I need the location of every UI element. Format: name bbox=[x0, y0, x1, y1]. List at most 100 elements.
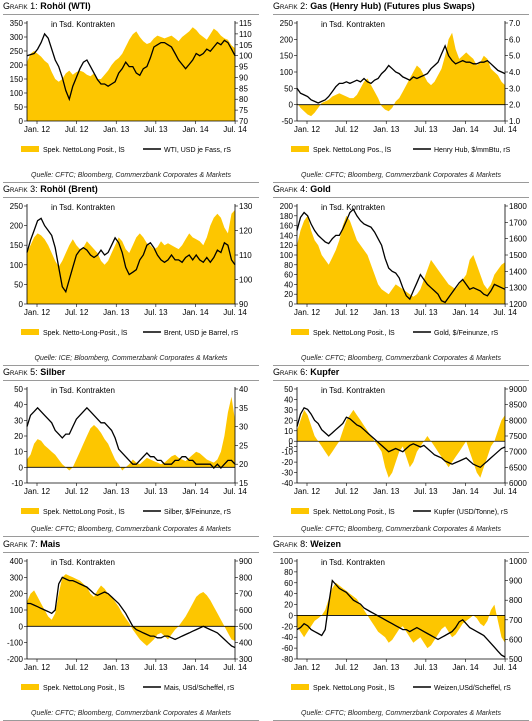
left-tick-label: 400 bbox=[10, 557, 24, 566]
right-tick-label: 95 bbox=[239, 63, 248, 72]
right-tick-label: 35 bbox=[239, 404, 248, 413]
right-tick-label: 3.0 bbox=[509, 84, 521, 93]
x-tick-label: Jan. 13 bbox=[103, 663, 130, 672]
right-tick-label: 100 bbox=[239, 52, 253, 61]
panel-title-text: Weizen bbox=[310, 539, 342, 549]
left-tick-label: 40 bbox=[284, 280, 293, 289]
unit-label: in Tsd. Kontrakten bbox=[321, 20, 385, 29]
panel-title: Grafik 8: Weizen bbox=[273, 538, 529, 553]
legend-label-area: Spek. NettoLong Pos., lS bbox=[313, 147, 392, 154]
panel-title-text: Mais bbox=[40, 539, 61, 549]
source-note: Quelle: CFTC; Bloomberg, Commerzbank Cor… bbox=[273, 353, 529, 366]
left-tick-label: 0 bbox=[289, 437, 294, 446]
right-tick-label: 2.0 bbox=[509, 101, 521, 110]
right-tick-label: 40 bbox=[239, 385, 248, 394]
left-tick-label: 300 bbox=[10, 573, 24, 582]
right-tick-label: 1500 bbox=[509, 251, 527, 260]
x-tick-label: Jul. 14 bbox=[223, 487, 247, 496]
x-tick-label: Jul. 12 bbox=[65, 308, 89, 317]
x-tick-label: Jan. 12 bbox=[24, 125, 51, 134]
legend-label-area: Spek. Netto-Long-Posit., lS bbox=[43, 330, 128, 337]
left-tick-label: -40 bbox=[281, 479, 293, 488]
left-tick-label: 200 bbox=[280, 35, 294, 44]
left-tick-label: 0 bbox=[289, 300, 294, 309]
left-tick-label: -5 bbox=[286, 442, 294, 451]
x-tick-label: Jan. 13 bbox=[103, 487, 130, 496]
area-series bbox=[27, 27, 235, 122]
unit-label: in Tsd. Kontrakten bbox=[321, 558, 385, 567]
left-tick-label: 10 bbox=[284, 427, 293, 436]
left-tick-label: 50 bbox=[14, 103, 23, 112]
left-tick-label: -10 bbox=[11, 479, 23, 488]
right-tick-label: 110 bbox=[239, 251, 252, 260]
left-tick-label: 120 bbox=[280, 241, 294, 250]
area-series bbox=[27, 209, 235, 304]
left-tick-label: 0 bbox=[19, 622, 24, 631]
legend-label-area: Spek. NettoLong Posit., lS bbox=[313, 330, 395, 337]
left-tick-label: 50 bbox=[284, 84, 293, 93]
left-tick-label: 200 bbox=[10, 61, 24, 70]
right-tick-label: 8000 bbox=[509, 416, 527, 425]
right-tick-label: 4.0 bbox=[509, 68, 521, 77]
legend-swatch-area bbox=[291, 329, 309, 335]
right-tick-label: 500 bbox=[509, 655, 523, 664]
chart-panel-gold: Grafik 4: Gold 0 20 40 60 80 100 120 140 160 180 20… bbox=[273, 183, 529, 366]
right-tick-label: 100 bbox=[239, 276, 253, 285]
x-tick-label: Jan. 13 bbox=[373, 663, 400, 672]
x-tick-label: Jul. 14 bbox=[223, 308, 247, 317]
panel-number: Grafik 6: bbox=[273, 367, 308, 377]
left-tick-label: 100 bbox=[280, 557, 294, 566]
left-tick-label: 100 bbox=[10, 606, 24, 615]
x-tick-label: Jan. 14 bbox=[182, 125, 209, 134]
chart-panel-kupfer: Grafik 6: Kupfer -40 -30 -20 -10 -5 0 10 20 30 40 5… bbox=[273, 366, 529, 546]
unit-label: in Tsd. Kontrakten bbox=[321, 386, 385, 395]
left-tick-label: 350 bbox=[10, 19, 24, 28]
chart-panel-weizen: Grafik 8: Weizen -80 -60 -40 -20 0 20 40 60 80 100… bbox=[273, 538, 529, 721]
x-tick-label: Jul. 14 bbox=[493, 487, 517, 496]
x-tick-label: Jul. 14 bbox=[223, 663, 247, 672]
left-tick-label: 250 bbox=[10, 202, 24, 211]
x-tick-label: Jan. 13 bbox=[373, 487, 400, 496]
right-tick-label: 15 bbox=[239, 479, 248, 488]
legend-label-area: Spek. NettoLong Posit., lS bbox=[43, 509, 125, 516]
legend-swatch-area bbox=[21, 146, 39, 152]
right-tick-label: 115 bbox=[239, 19, 252, 28]
left-tick-label: 160 bbox=[280, 222, 294, 231]
line-series bbox=[26, 406, 236, 469]
left-tick-label: -100 bbox=[7, 639, 24, 648]
chart-panel-silber: Grafik 5: Silber -10 0 10 20 30 40 50 15 20 25 30 35… bbox=[3, 366, 259, 546]
x-tick-label: Jul. 12 bbox=[65, 663, 89, 672]
legend-swatch-area bbox=[291, 508, 309, 514]
panel-number: Grafik 3: bbox=[3, 184, 38, 194]
legend-swatch-area bbox=[291, 684, 309, 690]
legend-label-line: Brent, USD je Barrel, rS bbox=[164, 330, 239, 337]
left-tick-label: 250 bbox=[10, 47, 24, 56]
right-tick-label: 1700 bbox=[509, 218, 527, 227]
left-tick-label: 0 bbox=[19, 463, 24, 472]
line-series bbox=[26, 217, 236, 294]
right-tick-label: 20 bbox=[239, 460, 248, 469]
panel-number: Grafik 5: bbox=[3, 367, 38, 377]
source-note: Quelle: CFTC; Bloomberg, Commerzbank Cor… bbox=[273, 170, 529, 183]
left-tick-label: 200 bbox=[10, 222, 24, 231]
x-tick-label: Jul. 13 bbox=[144, 125, 168, 134]
legend-label-line: Kupfer (USD/Tonne), rS bbox=[434, 509, 508, 516]
chart-panel-wti: Grafik 1: Rohöl (WTI) 0 50 100 150 200 250 300 3… bbox=[3, 0, 259, 183]
left-tick-label: 30 bbox=[14, 416, 23, 425]
panel-title: Grafik 1: Rohöl (WTI) bbox=[3, 0, 259, 15]
left-tick-label: 80 bbox=[284, 568, 293, 577]
left-tick-label: 30 bbox=[284, 406, 293, 415]
left-tick-label: -50 bbox=[281, 117, 293, 126]
x-tick-label: Jul. 14 bbox=[493, 125, 517, 134]
left-tick-label: -40 bbox=[281, 633, 293, 642]
left-tick-label: 50 bbox=[14, 280, 23, 289]
x-tick-label: Jul. 12 bbox=[335, 663, 359, 672]
left-tick-label: 150 bbox=[10, 75, 24, 84]
right-tick-label: 30 bbox=[239, 423, 248, 432]
x-tick-label: Jan. 14 bbox=[182, 663, 209, 672]
left-tick-label: 0 bbox=[19, 117, 24, 126]
panel-title: Grafik 7: Mais bbox=[3, 538, 259, 553]
left-tick-label: 100 bbox=[10, 89, 24, 98]
